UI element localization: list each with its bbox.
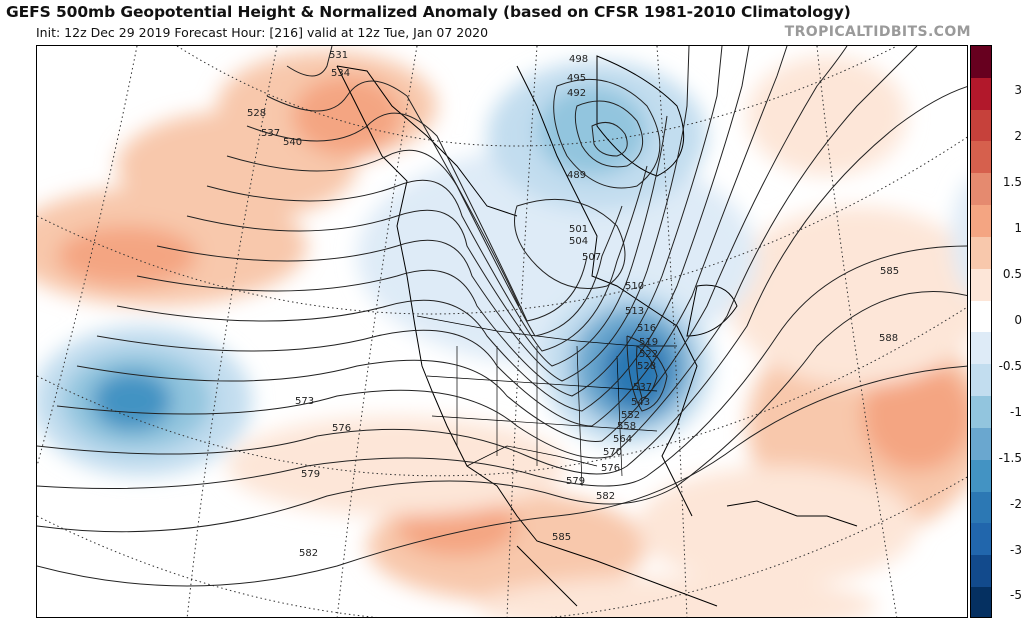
contour-label: 579 xyxy=(566,476,585,487)
contour-label: 543 xyxy=(631,397,650,408)
contour-label: 585 xyxy=(880,266,899,277)
colorbar-segment xyxy=(971,236,991,269)
colorbar-tick-label: -0.5 xyxy=(998,359,1022,373)
contour-label: 510 xyxy=(625,281,644,292)
colorbar-tick-label: -2 xyxy=(1010,497,1022,511)
contour-label: 534 xyxy=(331,68,350,79)
contour-label: 489 xyxy=(567,170,586,181)
colorbar-tick-label: 3 xyxy=(1014,83,1022,97)
contour-label: 573 xyxy=(295,396,314,407)
contour-labels: 531 534 528 537 540 498 495 492 489 501 … xyxy=(247,50,899,559)
colorbar-segment xyxy=(971,300,991,333)
colorbar-segment xyxy=(971,364,991,397)
colorbar-segment xyxy=(971,205,991,237)
anomaly-shading xyxy=(37,51,967,617)
colorbar-segment xyxy=(971,77,991,110)
contour-label: 522 xyxy=(639,349,658,360)
colorbar-tick-label: 1 xyxy=(1014,221,1022,235)
colorbar-tick-label: -3 xyxy=(1010,543,1022,557)
contour-label: 504 xyxy=(569,236,588,247)
coastlines xyxy=(336,55,858,607)
contour-label: 492 xyxy=(567,88,586,99)
colorbar-tick-label: -1 xyxy=(1010,405,1022,419)
colorbar-segment xyxy=(971,332,991,365)
contour-label: 498 xyxy=(569,54,588,65)
colorbar-segment xyxy=(971,109,991,142)
contour-label: 582 xyxy=(299,548,318,559)
contour-label: 588 xyxy=(879,333,898,344)
colorbar-segment xyxy=(971,46,991,78)
graticule xyxy=(37,46,967,617)
colorbar-tick-label: 2 xyxy=(1014,129,1022,143)
height-contours xyxy=(37,46,967,587)
contour-label: 531 xyxy=(329,50,348,61)
contour-label: 507 xyxy=(582,252,601,263)
colorbar-tick-label: 0.5 xyxy=(1002,267,1022,281)
colorbar-tick-label: 0 xyxy=(1014,313,1022,327)
colorbar-tick-label: 1.5 xyxy=(1002,175,1022,189)
contour-label: 537 xyxy=(633,382,652,393)
colorbar-segment xyxy=(971,555,991,588)
contour-label: 570 xyxy=(603,447,622,458)
map-title: GEFS 500mb Geopotential Height & Normali… xyxy=(6,3,851,21)
contour-label: 501 xyxy=(569,224,588,235)
colorbar-segment xyxy=(971,396,991,428)
contour-label: 528 xyxy=(247,108,266,119)
contour-label: 516 xyxy=(637,323,656,334)
contour-label: 564 xyxy=(613,434,632,445)
colorbar-segment xyxy=(971,141,991,174)
contour-label: 537 xyxy=(261,128,280,139)
map-subtitle: Init: 12z Dec 29 2019 Forecast Hour: [21… xyxy=(36,25,489,40)
contour-label: 558 xyxy=(617,421,636,432)
contour-label: 519 xyxy=(639,337,658,348)
contour-label: 576 xyxy=(601,463,620,474)
colorbar-tick-label: -5 xyxy=(1010,588,1022,602)
colorbar-segment xyxy=(971,587,991,617)
colorbar-tick-label: -1.5 xyxy=(998,451,1022,465)
contour-label: 495 xyxy=(567,73,586,84)
contour-label: 513 xyxy=(625,306,644,317)
source-watermark: TROPICALTIDBITS.COM xyxy=(784,24,971,40)
colorbar-segment xyxy=(971,427,991,460)
contour-label: 576 xyxy=(332,423,351,434)
contour-label: 540 xyxy=(283,137,302,148)
contour-label: 585 xyxy=(552,532,571,543)
colorbar-segment xyxy=(971,491,991,524)
contour-label: 579 xyxy=(301,469,320,480)
colorbar-segment xyxy=(971,459,991,492)
colorbar-segment xyxy=(971,523,991,556)
colorbar-segment xyxy=(971,268,991,301)
borders xyxy=(416,315,677,487)
map-canvas: 531 534 528 537 540 498 495 492 489 501 … xyxy=(37,46,967,617)
colorbar-segment xyxy=(971,173,991,206)
anomaly-map: 531 534 528 537 540 498 495 492 489 501 … xyxy=(36,45,968,618)
contour-label: 552 xyxy=(621,410,640,421)
contour-label: 582 xyxy=(596,491,615,502)
colorbar-labels: 3 2 1.5 1 0.5 0 -0.5 -1 -1.5 -2 -3 -5 xyxy=(995,45,1024,618)
contour-label: 528 xyxy=(637,361,656,372)
anomaly-colorbar xyxy=(970,45,992,618)
